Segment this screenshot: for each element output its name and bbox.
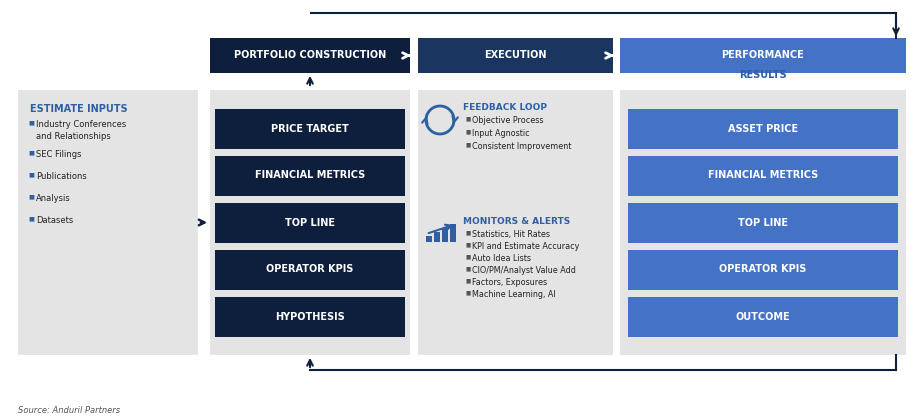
Text: Auto Idea Lists: Auto Idea Lists <box>472 254 531 263</box>
Text: ■: ■ <box>465 116 470 121</box>
Text: ■: ■ <box>465 254 470 259</box>
Text: ■: ■ <box>465 142 470 147</box>
Text: Machine Learning, AI: Machine Learning, AI <box>472 290 555 299</box>
Text: ■: ■ <box>28 172 34 177</box>
Bar <box>210 90 410 355</box>
Text: Consistent Improvement: Consistent Improvement <box>472 142 571 151</box>
Bar <box>620 38 906 73</box>
Text: PORTFOLIO CONSTRUCTION: PORTFOLIO CONSTRUCTION <box>234 51 386 61</box>
Text: Input Agnostic: Input Agnostic <box>472 129 530 138</box>
Text: Statistics, Hit Rates: Statistics, Hit Rates <box>472 230 550 239</box>
Text: ■: ■ <box>28 120 34 125</box>
Bar <box>215 296 405 336</box>
Text: HYPOTHESIS: HYPOTHESIS <box>275 311 345 321</box>
Bar <box>215 250 405 290</box>
Text: FINANCIAL METRICS: FINANCIAL METRICS <box>708 171 818 181</box>
Text: TOP LINE: TOP LINE <box>738 217 788 227</box>
Bar <box>434 232 440 242</box>
Text: ESTIMATE INPUTS: ESTIMATE INPUTS <box>30 104 128 114</box>
Text: PERFORMANCE: PERFORMANCE <box>722 51 804 61</box>
Bar <box>628 202 898 242</box>
Text: RESULTS: RESULTS <box>739 70 787 80</box>
Bar <box>18 90 198 355</box>
Text: ASSET PRICE: ASSET PRICE <box>728 123 798 133</box>
Text: OPERATOR KPIS: OPERATOR KPIS <box>720 265 807 275</box>
Text: ■: ■ <box>465 242 470 247</box>
Text: ■: ■ <box>28 150 34 155</box>
Text: EXECUTION: EXECUTION <box>485 51 547 61</box>
Text: MONITORS & ALERTS: MONITORS & ALERTS <box>463 217 570 226</box>
Bar <box>426 236 432 242</box>
Text: ■: ■ <box>465 230 470 235</box>
Bar <box>628 250 898 290</box>
Text: Publications: Publications <box>36 172 86 181</box>
Text: Factors, Exposures: Factors, Exposures <box>472 278 547 287</box>
Text: ■: ■ <box>465 129 470 134</box>
Text: OUTCOME: OUTCOME <box>735 311 790 321</box>
Text: ■: ■ <box>465 278 470 283</box>
Text: OPERATOR KPIS: OPERATOR KPIS <box>266 265 353 275</box>
Text: ■: ■ <box>28 216 34 221</box>
Bar <box>442 228 448 242</box>
Text: and Relationships: and Relationships <box>36 132 111 141</box>
Bar <box>450 224 456 242</box>
Text: Analysis: Analysis <box>36 194 71 203</box>
Text: KPI and Estimate Accuracy: KPI and Estimate Accuracy <box>472 242 579 251</box>
Text: ■: ■ <box>465 266 470 271</box>
Bar <box>418 38 613 73</box>
Text: Source: Anduril Partners: Source: Anduril Partners <box>18 406 120 415</box>
Text: TOP LINE: TOP LINE <box>285 217 335 227</box>
Bar <box>215 155 405 196</box>
Bar <box>215 202 405 242</box>
Bar <box>628 296 898 336</box>
Bar <box>628 155 898 196</box>
Text: SEC Filings: SEC Filings <box>36 150 82 159</box>
Text: FEEDBACK LOOP: FEEDBACK LOOP <box>463 103 547 112</box>
Bar <box>210 38 410 73</box>
Bar <box>628 109 898 148</box>
Text: Datasets: Datasets <box>36 216 73 225</box>
Bar <box>418 90 613 355</box>
Text: CIO/PM/Analyst Value Add: CIO/PM/Analyst Value Add <box>472 266 576 275</box>
Text: ■: ■ <box>465 290 470 295</box>
Text: Objective Process: Objective Process <box>472 116 543 125</box>
Text: PRICE TARGET: PRICE TARGET <box>271 123 349 133</box>
Text: ■: ■ <box>28 194 34 199</box>
Bar <box>215 109 405 148</box>
Text: FINANCIAL METRICS: FINANCIAL METRICS <box>255 171 365 181</box>
Text: Industry Conferences: Industry Conferences <box>36 120 127 129</box>
Bar <box>620 90 906 355</box>
